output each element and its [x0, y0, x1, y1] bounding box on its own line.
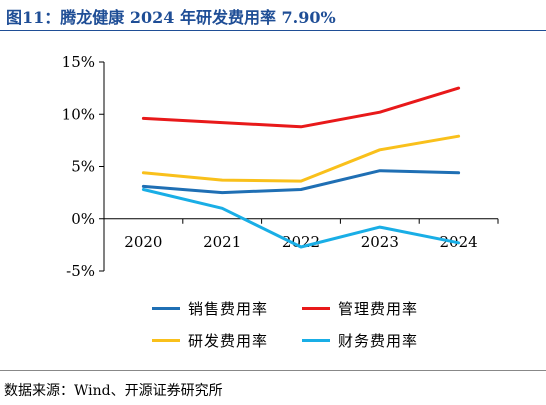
y-tick-label: 10%	[62, 105, 95, 123]
series-lines	[141, 86, 461, 249]
legend-label-sales: 销售费用率	[188, 300, 269, 318]
source-note: 数据来源：Wind、开源证券研究所	[4, 383, 223, 399]
legend-item-finance: 财务费用率	[302, 330, 418, 351]
legend-label-rnd: 研发费用率	[188, 332, 269, 350]
legend-item-rnd: 研发费用率	[152, 330, 268, 351]
legend-item-admin: 管理费用率	[302, 298, 418, 319]
legend-label-finance: 财务费用率	[338, 332, 419, 350]
title-divider	[0, 30, 546, 31]
y-tick-label: 5%	[71, 158, 95, 176]
legend-swatch-rnd	[152, 339, 180, 342]
source-divider	[0, 370, 546, 371]
series-line-admin	[141, 86, 461, 129]
x-tick-label: 2023	[361, 233, 399, 251]
legend-item-sales: 销售费用率	[152, 298, 268, 319]
y-tick-label: 15%	[62, 53, 95, 71]
x-tick-label: 2022	[282, 233, 320, 251]
legend-swatch-finance	[302, 339, 330, 342]
series-line-finance	[141, 188, 461, 249]
series-line-rnd	[141, 134, 461, 183]
chart-title: 图11：腾龙健康 2024 年研发费用率 7.90%	[6, 8, 336, 27]
series-line-sales	[141, 169, 461, 195]
x-tick-label: 2020	[124, 233, 162, 251]
legend-swatch-admin	[302, 307, 330, 310]
y-tick-label: -5%	[66, 262, 95, 280]
y-tick-label: 0%	[71, 210, 95, 228]
tick-labels: -5%0%5%10%15%2020 2021 2022 2023 2024	[62, 53, 478, 280]
legend-swatch-sales	[152, 307, 180, 310]
legend-label-admin: 管理费用率	[338, 300, 419, 318]
axes	[99, 61, 499, 272]
x-tick-label: 2021	[203, 233, 241, 251]
